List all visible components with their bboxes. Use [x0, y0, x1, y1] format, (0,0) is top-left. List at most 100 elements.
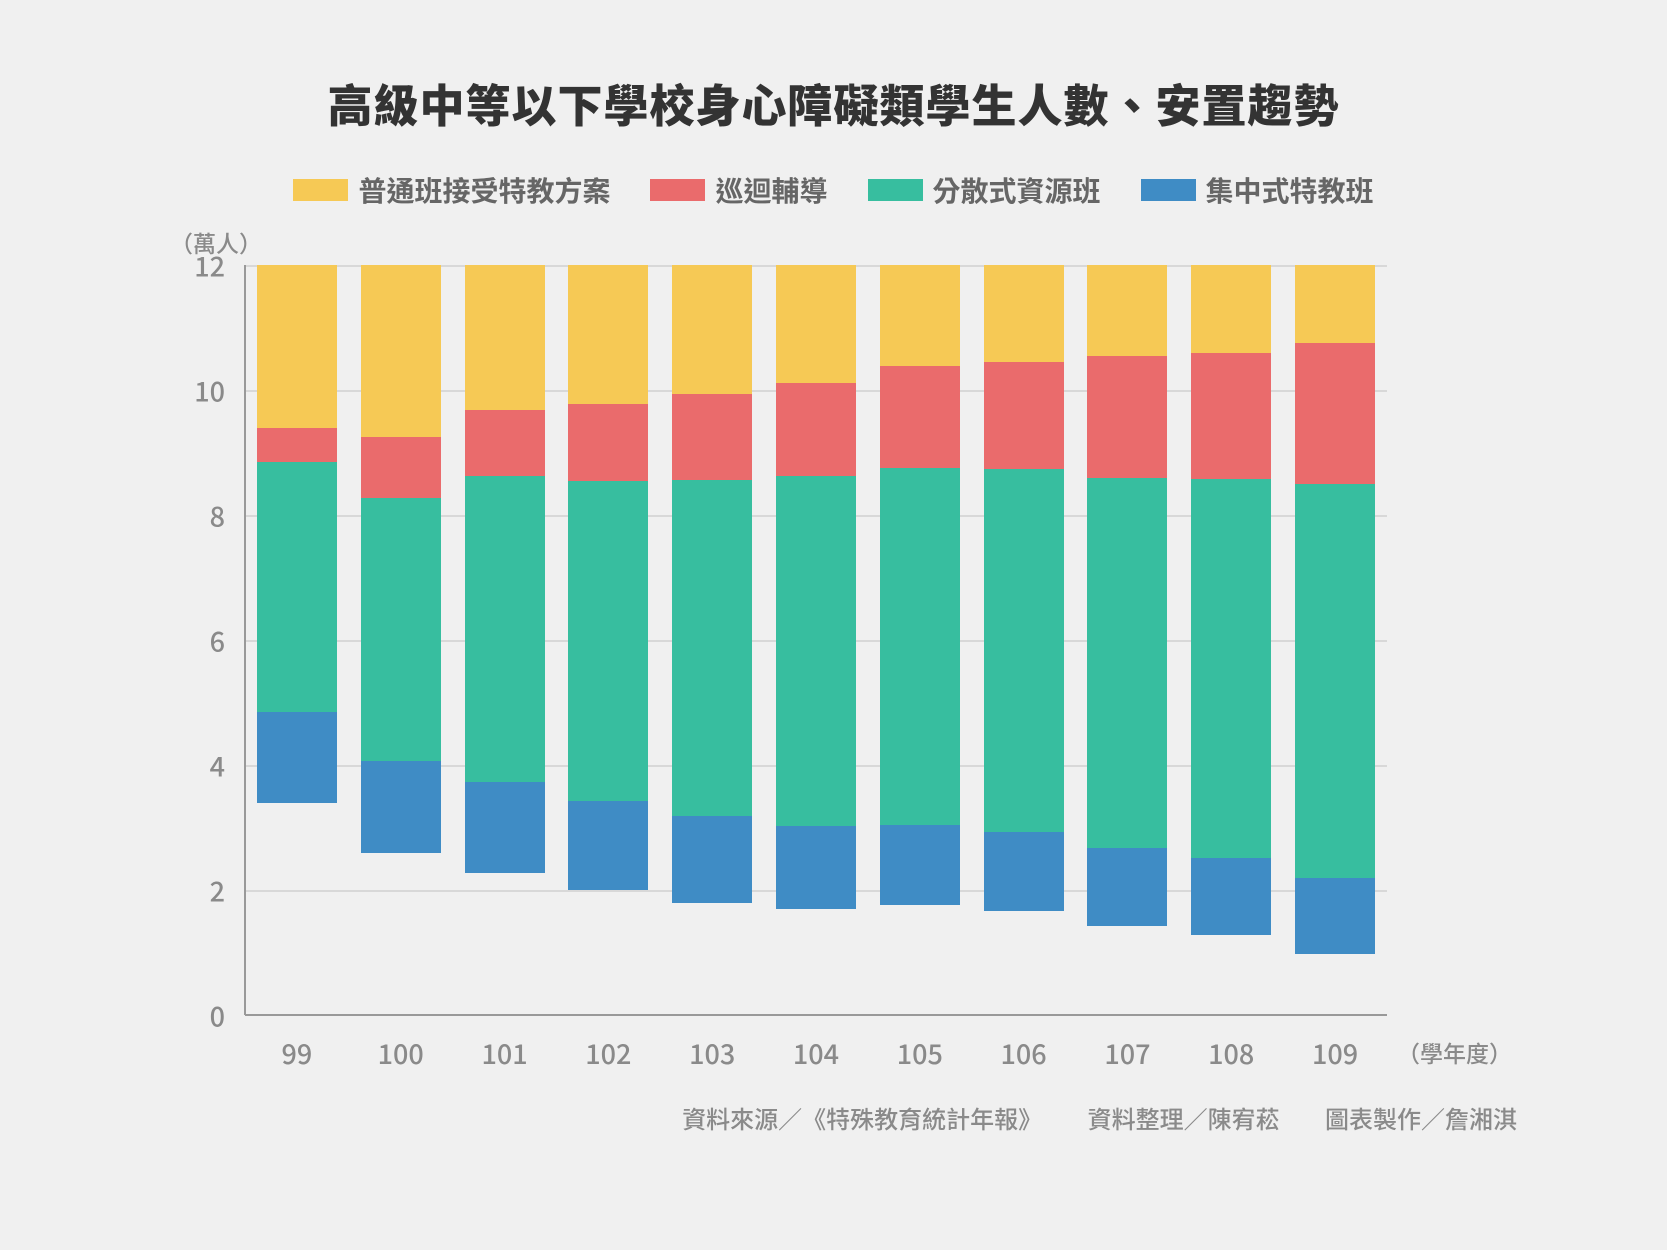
bar-segment [568, 265, 648, 404]
bar-segment [984, 469, 1064, 832]
source-compile: 資料整理／陳宥菘 [1088, 1100, 1280, 1135]
bar-segment [776, 265, 856, 383]
bar-column: 109 [1295, 265, 1375, 1015]
bar-column: 103 [672, 265, 752, 1015]
legend-swatch [868, 179, 923, 201]
bar-column: 99 [257, 265, 337, 1015]
legend-label: 巡迴輔導 [715, 170, 827, 210]
bar-column: 101 [465, 265, 545, 1015]
bar-segment [1191, 858, 1271, 935]
bar-segment [568, 801, 648, 890]
bar-segment [880, 366, 960, 467]
bar-segment [361, 498, 441, 761]
bar-segment [465, 265, 545, 410]
legend-label: 分散式資源班 [933, 170, 1101, 210]
bar-stack [1295, 265, 1375, 954]
bar-segment [257, 712, 337, 803]
legend-label: 集中式特教班 [1206, 170, 1374, 210]
x-tick-label: 102 [585, 1033, 631, 1072]
bar-column: 106 [984, 265, 1064, 1015]
bar-column: 100 [361, 265, 441, 1015]
bar-segment [776, 826, 856, 909]
bar-segment [672, 394, 752, 480]
bar-segment [672, 480, 752, 816]
legend-item: 巡迴輔導 [650, 170, 827, 210]
bar-segment [1087, 848, 1167, 926]
y-tick-label: 4 [165, 746, 225, 785]
legend-swatch [1141, 179, 1196, 201]
bar-stack [776, 265, 856, 909]
bar-segment [361, 761, 441, 854]
bar-segment [776, 383, 856, 477]
bar-segment [672, 816, 752, 902]
x-tick-label: 105 [897, 1033, 943, 1072]
bar-segment [1191, 479, 1271, 858]
bars-container: 99 100 101 102 103 104 105 106 107 108 109 [245, 265, 1387, 1015]
bar-segment [465, 782, 545, 873]
bar-column: 105 [880, 265, 960, 1015]
bar-segment [568, 481, 648, 802]
bar-segment [257, 428, 337, 462]
chart-area: （萬人） 02468101299100101102103104105106107… [150, 230, 1517, 1075]
bar-segment [465, 476, 545, 782]
bar-segment [1087, 265, 1167, 356]
bar-segment [1295, 265, 1375, 343]
x-tick-label: 109 [1312, 1033, 1358, 1072]
bar-stack [465, 265, 545, 873]
bar-segment [257, 462, 337, 712]
y-tick-label: 2 [165, 871, 225, 910]
bar-segment [776, 476, 856, 826]
chart-title: 高級中等以下學校身心障礙類學生人數、安置趨勢 [100, 70, 1567, 135]
x-tick-label: 108 [1208, 1033, 1254, 1072]
bar-segment [1295, 343, 1375, 484]
bar-segment [1191, 353, 1271, 479]
bar-segment [880, 265, 960, 366]
y-tick-label: 8 [165, 496, 225, 535]
bar-segment [672, 265, 752, 394]
x-tick-label: 101 [481, 1033, 527, 1072]
legend: 普通班接受特教方案 巡迴輔導 分散式資源班 集中式特教班 [100, 170, 1567, 210]
legend-swatch [293, 179, 348, 201]
x-tick-label: 107 [1104, 1033, 1150, 1072]
y-tick-label: 6 [165, 621, 225, 660]
x-tick-label: 100 [378, 1033, 424, 1072]
bar-stack [1087, 265, 1167, 926]
bar-segment [1191, 265, 1271, 353]
bar-segment [984, 265, 1064, 362]
bar-segment [465, 410, 545, 476]
source-credits: 資料來源／《特殊教育統計年報》 資料整理／陳宥菘 圖表製作／詹湘淇 [100, 1100, 1517, 1135]
bar-column: 107 [1087, 265, 1167, 1015]
bar-stack [257, 265, 337, 803]
source-data: 資料來源／《特殊教育統計年報》 [682, 1100, 1042, 1135]
bar-segment [880, 468, 960, 826]
bar-stack [361, 265, 441, 853]
bar-segment [361, 437, 441, 498]
legend-item: 普通班接受特教方案 [293, 170, 610, 210]
bar-column: 102 [568, 265, 648, 1015]
bar-segment [984, 362, 1064, 470]
bar-segment [1087, 356, 1167, 478]
bar-column: 108 [1191, 265, 1271, 1015]
bar-segment [1087, 478, 1167, 849]
bar-column: 104 [776, 265, 856, 1015]
x-tick-label: 103 [689, 1033, 735, 1072]
bar-segment [257, 265, 337, 428]
legend-label: 普通班接受特教方案 [358, 170, 610, 210]
x-tick-label: 99 [282, 1033, 313, 1072]
y-tick-label: 12 [165, 246, 225, 285]
plot-region: 0246810129910010110210310410510610710810… [245, 265, 1387, 1015]
y-tick-label: 10 [165, 371, 225, 410]
bar-segment [361, 265, 441, 437]
x-axis-unit-label: （學年度） [1397, 1035, 1512, 1069]
legend-item: 分散式資源班 [868, 170, 1101, 210]
bar-stack [672, 265, 752, 903]
bar-stack [880, 265, 960, 905]
bar-segment [880, 825, 960, 905]
bar-stack [1191, 265, 1271, 935]
source-design: 圖表製作／詹湘淇 [1325, 1100, 1517, 1135]
bar-segment [1295, 484, 1375, 878]
bar-segment [984, 832, 1064, 911]
bar-stack [984, 265, 1064, 911]
x-tick-label: 104 [793, 1033, 839, 1072]
bar-stack [568, 265, 648, 890]
